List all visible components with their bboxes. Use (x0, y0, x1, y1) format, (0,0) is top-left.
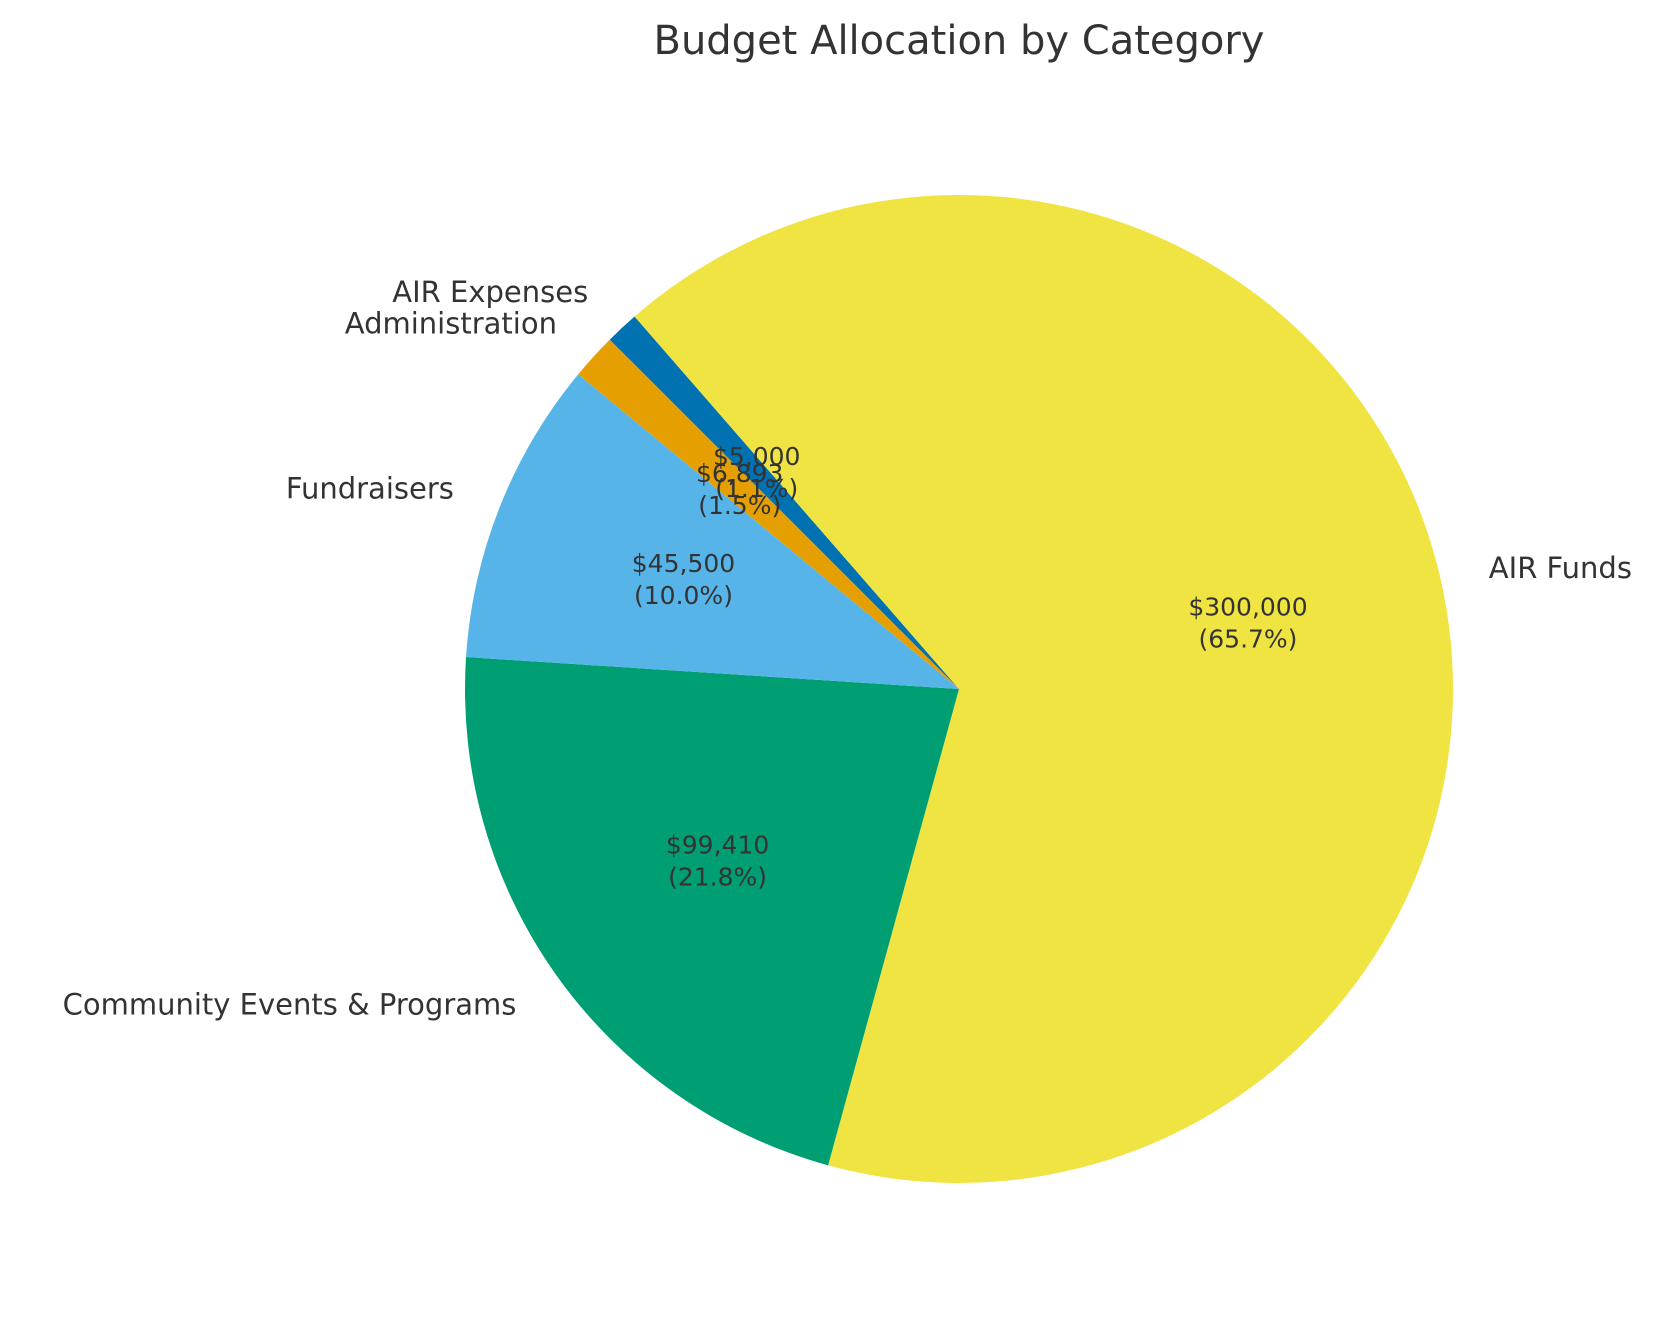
pie-slice-air-expenses (609, 316, 959, 689)
percent-label-fundraisers: (10.0%) (634, 581, 733, 610)
pie-slice-fundraisers (466, 374, 959, 689)
value-label-air-expenses: $5,000 (713, 442, 800, 471)
slice-label-administration: Administration (345, 306, 557, 340)
pie-slice-administration (578, 339, 959, 689)
value-label-community-events-and-programs: $99,410 (666, 830, 769, 859)
pie-labels: AIR Expenses $5,000 (1.1%) AIR Funds $300,00… (63, 275, 1632, 1021)
slice-label-fundraisers: Fundraisers (286, 472, 454, 506)
slice-label-air-funds: AIR Funds (1489, 551, 1632, 585)
value-label-fundraisers: $45,500 (632, 549, 735, 578)
chart-title: Budget Allocation by Category (654, 18, 1265, 64)
slice-label-community-events-and-programs: Community Events & Programs (63, 987, 517, 1021)
percent-label-air-funds: (65.7%) (1199, 625, 1298, 654)
pie-slice-air-funds (634, 194, 1454, 1183)
value-label-air-funds: $300,000 (1188, 593, 1307, 622)
percent-label-community-events-and-programs: (21.8%) (668, 862, 767, 891)
pie-slices (465, 194, 1454, 1183)
slice-label-air-expenses: AIR Expenses (392, 275, 588, 309)
value-label-administration: $6,893 (696, 459, 783, 488)
percent-label-administration: (1.5%) (698, 491, 781, 520)
percent-label-air-expenses: (1.1%) (715, 474, 798, 503)
pie-slice-community-events-and-programs (465, 657, 959, 1166)
